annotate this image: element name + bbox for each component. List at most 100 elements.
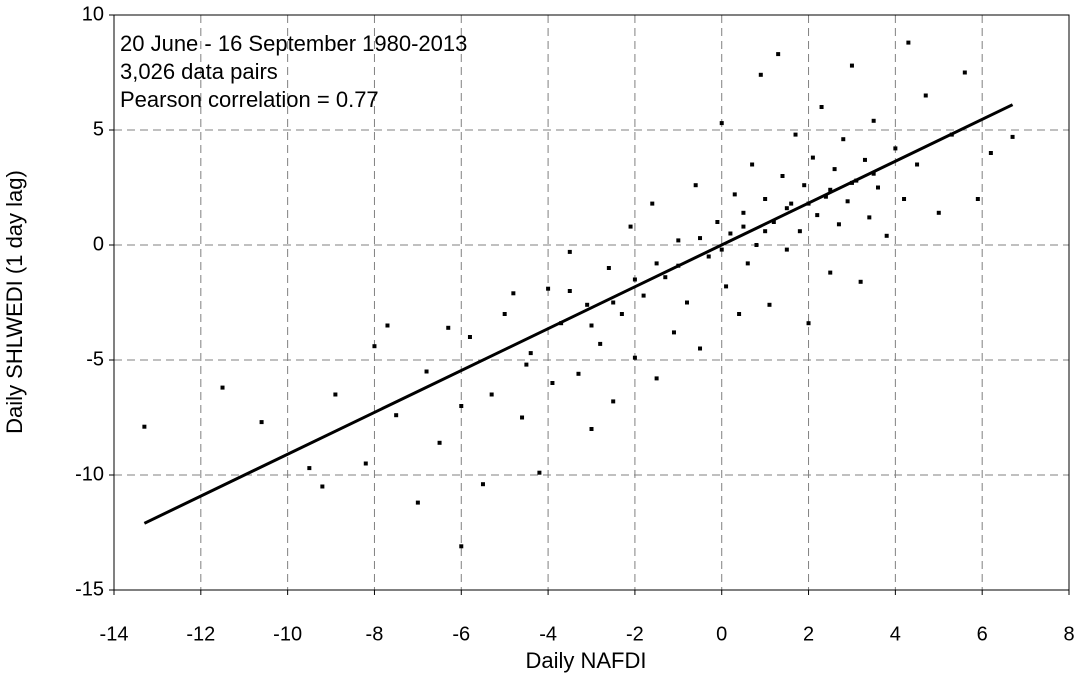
point	[763, 229, 768, 234]
point	[741, 224, 746, 229]
point	[585, 302, 590, 307]
point	[923, 93, 928, 98]
point	[862, 157, 867, 162]
point	[333, 392, 338, 397]
point	[693, 183, 698, 188]
point	[771, 220, 776, 224]
point	[758, 72, 763, 77]
point	[259, 420, 264, 425]
point	[936, 210, 941, 215]
point	[502, 312, 507, 316]
point	[511, 291, 516, 296]
point	[320, 484, 325, 489]
point	[606, 266, 611, 270]
point	[988, 151, 993, 155]
point	[745, 261, 750, 266]
point	[650, 201, 655, 206]
point	[815, 213, 820, 218]
y-tick-label: -15	[75, 578, 104, 600]
point	[632, 277, 637, 282]
x-axis-label: Daily NAFDI	[525, 648, 646, 673]
point	[741, 210, 746, 215]
point	[806, 321, 811, 326]
y-tick-label: 0	[93, 233, 104, 255]
annotation: 3,026 data pairs	[120, 59, 278, 84]
point	[975, 197, 980, 201]
point	[589, 323, 594, 328]
annotation: 20 June - 16 September 1980-2013	[120, 31, 467, 56]
x-tick-label: -4	[539, 623, 557, 645]
point	[832, 167, 837, 172]
point	[784, 206, 789, 211]
point	[142, 424, 147, 429]
point	[550, 381, 555, 385]
point	[802, 183, 807, 188]
point	[902, 197, 907, 201]
point	[750, 162, 755, 167]
point	[685, 300, 689, 305]
point	[628, 224, 633, 229]
y-tick-label: -5	[86, 348, 104, 370]
point	[654, 261, 659, 266]
point	[528, 351, 533, 356]
point	[819, 105, 824, 109]
point	[858, 279, 863, 284]
point	[363, 461, 368, 466]
point	[962, 70, 967, 75]
x-tick-label: 2	[803, 623, 814, 645]
point	[567, 289, 572, 293]
point	[663, 275, 668, 280]
y-axis-label: Daily SHLWEDI (1 day lag)	[2, 170, 27, 434]
point	[737, 312, 742, 316]
y-tick-label: 5	[93, 118, 104, 140]
point	[698, 346, 703, 351]
point	[459, 544, 464, 549]
point	[698, 236, 703, 241]
point	[394, 413, 399, 418]
point	[906, 40, 911, 45]
point	[641, 293, 646, 298]
point	[915, 162, 920, 167]
point	[372, 344, 377, 349]
point	[719, 121, 724, 126]
point	[385, 323, 390, 328]
point	[220, 385, 225, 390]
fit-line	[143, 103, 1014, 525]
point	[611, 399, 616, 404]
point	[810, 155, 815, 160]
x-tick-label: -8	[366, 623, 384, 645]
point	[537, 470, 542, 475]
y-tick-label: 10	[82, 3, 104, 25]
point	[671, 330, 676, 335]
point	[619, 312, 624, 316]
point	[424, 369, 429, 374]
x-tick-label: -10	[273, 623, 302, 645]
point	[654, 376, 659, 381]
x-tick-label: -2	[626, 623, 644, 645]
point	[546, 286, 551, 291]
point	[446, 325, 451, 330]
point	[797, 229, 802, 234]
point	[884, 233, 889, 238]
annotation: Pearson correlation = 0.77	[120, 87, 379, 112]
point	[828, 270, 833, 275]
point	[893, 146, 898, 151]
x-tick-label: -12	[186, 623, 215, 645]
point	[589, 427, 594, 431]
point	[715, 220, 720, 224]
point	[763, 197, 768, 201]
point	[611, 300, 616, 305]
point	[754, 243, 759, 247]
point	[576, 371, 581, 376]
x-tick-label: 6	[977, 623, 988, 645]
point	[845, 199, 850, 204]
point	[437, 440, 442, 445]
point	[706, 254, 711, 259]
point	[728, 231, 733, 236]
point	[789, 201, 794, 206]
point	[1010, 134, 1015, 139]
point	[598, 341, 603, 346]
point	[776, 52, 781, 57]
point	[828, 187, 833, 192]
